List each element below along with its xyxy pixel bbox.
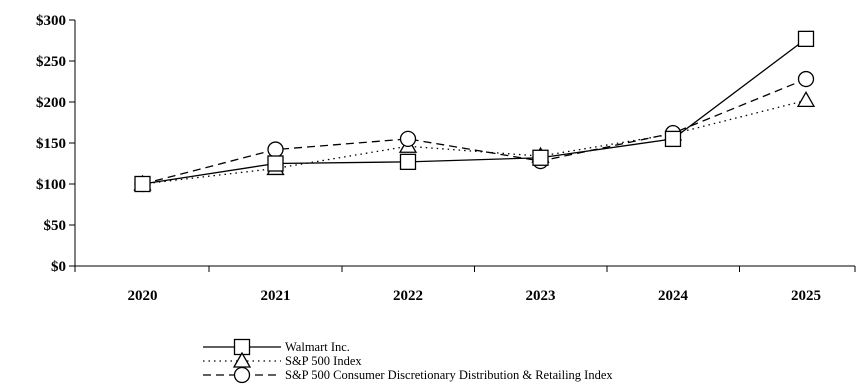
legend-marker-circle — [233, 366, 251, 384]
series-line — [142, 99, 807, 185]
series-line — [142, 38, 807, 185]
data-point-square — [532, 149, 549, 166]
data-point-square — [664, 130, 682, 148]
x-tick-label: 2024 — [658, 288, 689, 304]
legend-label: S&P 500 Index — [285, 354, 362, 368]
data-point-triangle — [796, 91, 816, 108]
y-tick-label: $250 — [36, 54, 66, 70]
data-point-circle — [399, 130, 417, 148]
legend-label: S&P 500 Consumer Discretionary Distribut… — [285, 368, 613, 382]
series-square — [134, 30, 815, 193]
y-tick-label: $200 — [36, 95, 66, 111]
y-tick-label: $150 — [36, 136, 66, 152]
series-triangle — [133, 91, 816, 191]
data-point-square — [797, 30, 815, 48]
y-tick-label: $300 — [36, 13, 66, 29]
data-point-square — [134, 175, 151, 193]
x-tick-label: 2025 — [791, 288, 821, 304]
x-tick-label: 2022 — [393, 288, 423, 304]
plot-area — [133, 30, 816, 193]
y-tick-label: $50 — [44, 218, 67, 234]
chart-axes — [74, 20, 855, 267]
x-tick-label: 2023 — [526, 288, 556, 304]
x-tick-label: 2021 — [261, 288, 291, 304]
data-point-square — [399, 153, 417, 171]
data-point-square — [267, 155, 284, 172]
series-line — [142, 78, 807, 185]
y-axis-ticks: $0 $50 $100 $150 $200 $250 $300 — [36, 13, 75, 275]
y-tick-label: $100 — [36, 177, 66, 193]
x-axis-ticks: 2020 2021 2022 2023 2024 2025 — [74, 266, 856, 304]
y-tick-label: $0 — [51, 259, 66, 275]
legend-label: Walmart Inc. — [285, 340, 350, 354]
data-point-circle — [797, 70, 815, 88]
x-tick-label: 2020 — [128, 288, 158, 304]
data-point-circle — [267, 141, 284, 158]
